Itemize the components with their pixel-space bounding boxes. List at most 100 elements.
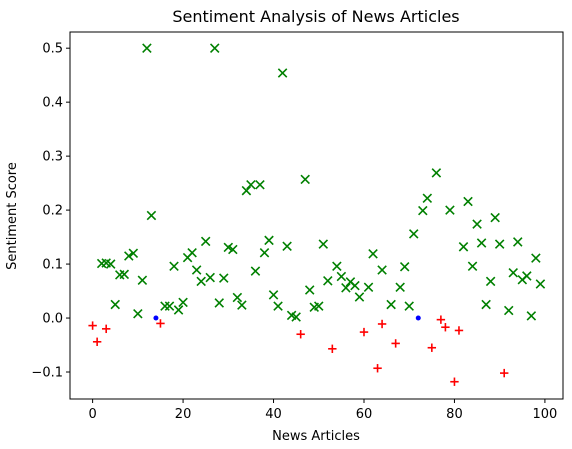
- data-point-x-45: [313, 301, 324, 311]
- data-point-x-56: [377, 265, 387, 275]
- data-point-x-8: [133, 308, 143, 319]
- data-point-x-48: [332, 261, 342, 271]
- data-point-x-80: [526, 311, 537, 321]
- data-point-x-29: [237, 300, 247, 310]
- data-point-x-72: [485, 276, 496, 287]
- data-point-x-53: [354, 292, 365, 302]
- data-point-x-66: [458, 242, 469, 252]
- data-point-x-75: [503, 305, 514, 316]
- data-point-plus-0: [88, 321, 97, 330]
- data-point-x-12: [160, 301, 170, 311]
- data-point-x-9: [137, 275, 148, 286]
- data-point-x-37: [273, 301, 283, 311]
- data-point-x-82: [535, 279, 546, 289]
- x-tick-label: 20: [175, 407, 192, 422]
- data-point-x-70: [476, 238, 487, 248]
- data-point-x-50: [341, 283, 351, 293]
- data-point-plus-1: [92, 337, 102, 346]
- data-point-plus-12: [441, 323, 450, 332]
- data-point-dot-0: [153, 315, 159, 321]
- data-point-x-81: [531, 253, 541, 263]
- data-point-x-5: [119, 269, 130, 280]
- data-point-x-42: [300, 174, 310, 185]
- data-point-x-28: [232, 292, 243, 303]
- x-tick-label: 40: [265, 407, 282, 422]
- data-point-plus-2: [101, 324, 111, 334]
- data-point-x-7: [128, 248, 139, 259]
- data-point-x-64: [431, 168, 442, 178]
- data-point-plus-5: [328, 344, 337, 354]
- y-axis-label: Sentiment Score: [5, 162, 20, 270]
- data-point-x-18: [187, 247, 197, 258]
- data-point-x-14: [169, 261, 179, 271]
- data-point-x-58: [395, 282, 405, 293]
- data-point-x-11: [146, 210, 157, 221]
- data-point-plus-8: [377, 319, 387, 329]
- data-point-x-31: [246, 179, 256, 190]
- plot-frame: [69, 31, 564, 400]
- data-point-plus-11: [436, 315, 446, 324]
- x-tick-label: 100: [532, 407, 557, 422]
- data-point-x-61: [408, 229, 419, 239]
- data-point-x-24: [214, 298, 225, 308]
- y-tick-label: 0.1: [42, 258, 63, 273]
- y-tick-label: 0.2: [42, 204, 63, 219]
- x-axis-label: News Articles: [272, 429, 360, 444]
- data-point-x-30: [241, 185, 252, 196]
- data-point-x-71: [481, 299, 491, 310]
- data-point-x-41: [291, 312, 301, 322]
- data-point-x-57: [386, 299, 396, 310]
- y-tick-label: 0.0: [42, 312, 63, 327]
- data-point-x-62: [418, 205, 428, 216]
- chart-title: Sentiment Analysis of News Articles: [172, 7, 459, 26]
- data-point-x-79: [522, 271, 532, 281]
- data-point-x-46: [318, 239, 329, 249]
- y-tick-label: 0.5: [42, 42, 63, 57]
- data-point-plus-3: [156, 319, 165, 328]
- axes: 0 20 40 60 80 100 −0.1 0.0 0.1 0.2 0.3 0.4 0.5: [31, 31, 564, 422]
- data-point-x-23: [209, 43, 220, 53]
- data-point-x-34: [259, 247, 270, 258]
- data-point-x-33: [255, 179, 265, 190]
- data-point-x-65: [445, 205, 455, 215]
- data-point-x-2: [105, 259, 116, 269]
- data-point-x-20: [196, 276, 206, 287]
- data-point-x-63: [422, 193, 433, 203]
- data-point-x-74: [494, 239, 505, 249]
- data-point-x-69: [472, 219, 482, 229]
- data-point-plus-7: [373, 364, 382, 373]
- data-point-plus-13: [450, 377, 459, 386]
- data-point-x-32: [250, 266, 261, 276]
- y-tick-label: 0.3: [42, 150, 63, 165]
- data-point-x-25: [219, 273, 229, 283]
- data-point-x-47: [323, 276, 333, 286]
- data-point-x-60: [404, 301, 414, 311]
- y-tick-label: 0.4: [42, 96, 63, 111]
- data-point-x-77: [513, 237, 523, 247]
- data-point-x-76: [508, 267, 519, 278]
- data-point-plus-4: [296, 330, 305, 339]
- data-point-plus-14: [454, 326, 464, 335]
- data-point-x-52: [350, 280, 360, 291]
- data-point-x-19: [191, 265, 202, 275]
- data-point-x-67: [463, 196, 473, 207]
- data-point-x-73: [490, 212, 500, 223]
- data-point-x-3: [110, 299, 120, 310]
- x-tick-label: 0: [88, 407, 96, 422]
- data-point-x-21: [200, 236, 211, 247]
- data-point-x-16: [178, 297, 188, 308]
- data-point-x-6: [124, 251, 134, 261]
- plot-area: [88, 43, 546, 386]
- data-point-dot-1: [415, 315, 421, 321]
- data-point-plus-9: [391, 339, 400, 348]
- data-point-x-13: [164, 301, 175, 311]
- data-point-x-39: [282, 241, 292, 252]
- data-point-x-54: [363, 282, 374, 293]
- data-point-x-43: [304, 285, 315, 295]
- data-point-x-55: [368, 249, 378, 259]
- data-point-x-59: [399, 262, 410, 272]
- data-point-x-38: [277, 68, 288, 78]
- data-point-x-10: [142, 43, 152, 53]
- data-point-plus-10: [427, 343, 437, 352]
